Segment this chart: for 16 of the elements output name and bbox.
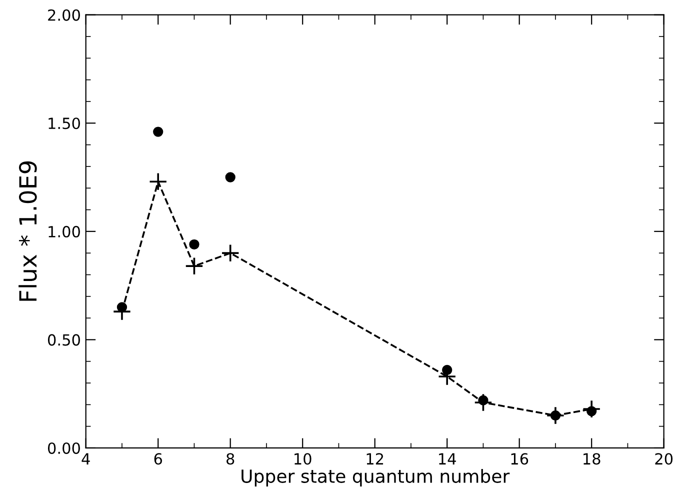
x-tick-label: 18 [584, 453, 600, 465]
y-tick-label: 1.50 [48, 118, 80, 130]
x-tick-label: 6 [154, 453, 162, 465]
y-axis-title: Flux * 1.0E9 [18, 161, 37, 301]
y-tick-label: 0.00 [48, 442, 80, 454]
x-tick-label: 12 [366, 453, 384, 464]
y-tick-label: 0.50 [48, 334, 80, 346]
x-tick-label: 10 [294, 453, 312, 465]
x-tick-label: 20 [655, 453, 673, 465]
y-tick-label: 1.00 [48, 226, 80, 238]
x-axis-title: Upper state quantum number [242, 469, 510, 486]
x-tick-label: 8 [226, 453, 234, 465]
x-tick-label: 16 [511, 453, 528, 465]
y-tick-label: 2.00 [48, 9, 80, 21]
x-tick-label: 4 [82, 453, 90, 464]
x-tick-label: 14 [439, 453, 456, 464]
